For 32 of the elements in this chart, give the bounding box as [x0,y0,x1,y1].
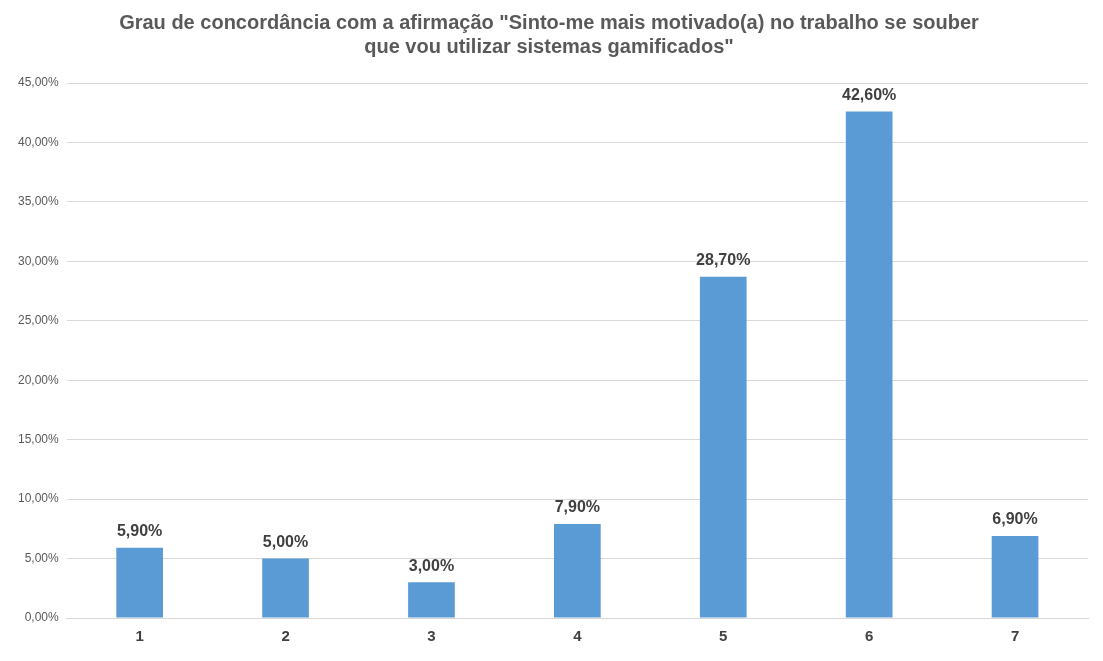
bar [991,535,1039,618]
data-label: 42,60% [842,85,897,103]
bar [554,524,601,618]
y-tick-label: 15,00% [18,431,60,446]
y-tick-label: 30,00% [18,253,60,268]
x-tick-label: 5 [719,627,728,645]
y-tick-label: 35,00% [18,194,60,209]
bar [408,582,455,618]
x-tick-label: 3 [427,627,436,645]
data-label: 7,90% [554,498,601,516]
data-label: 5,00% [262,532,309,550]
x-tick-label: 4 [573,627,583,645]
y-tick-label: 45,00% [18,75,60,90]
y-tick-label: 10,00% [18,491,60,506]
bar [845,111,893,618]
data-label: 3,00% [408,556,455,574]
chart-title: Grau de concordância com a afirmação "Sinto-me mais motivado(a) no trabalho se souber que vou utilizar sistemas gamificados" [119,10,980,57]
data-label: 5,90% [116,522,163,540]
bar [262,558,309,618]
bar [699,276,747,618]
x-tick-label: 2 [281,627,290,645]
x-tick-label: 7 [1010,627,1020,645]
y-tick-label: 0,00% [24,610,60,625]
y-tick-label: 5,00% [24,550,60,565]
y-tick-label: 40,00% [18,134,60,149]
data-label: 6,90% [992,510,1038,528]
x-tick-label: 6 [864,627,874,645]
y-tick-label: 20,00% [18,372,60,387]
data-label: 28,70% [696,251,751,269]
x-tick-label: 1 [135,627,144,645]
y-tick-label: 25,00% [18,313,60,328]
bar [116,547,163,618]
